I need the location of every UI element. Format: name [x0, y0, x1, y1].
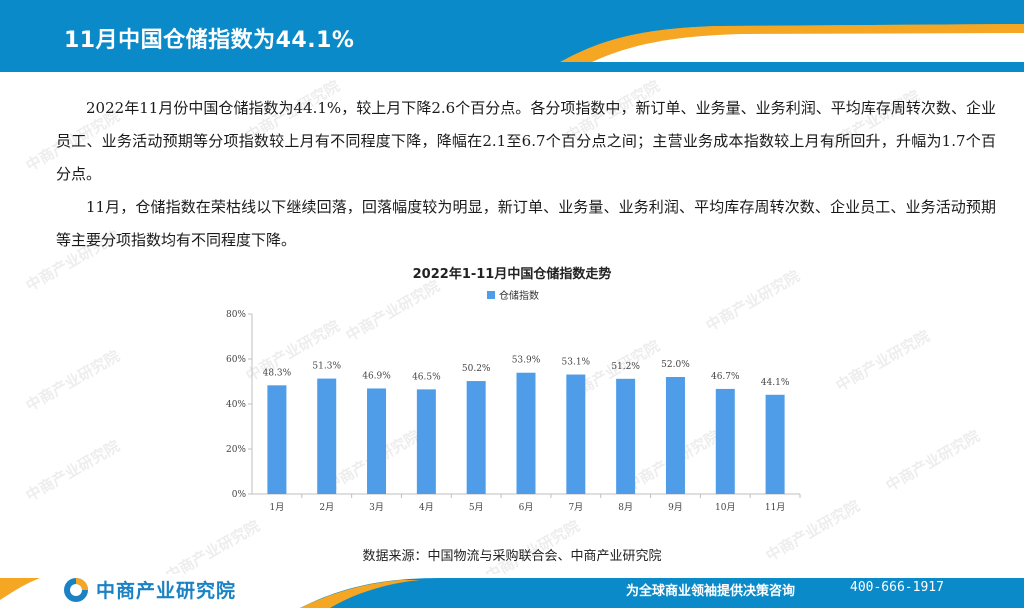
- bar-9: [665, 377, 685, 494]
- paragraph-1: 2022年11月份中国仓储指数为44.1%，较上月下降2.6个百分点。各分项指数…: [56, 99, 996, 183]
- x-tick-label: 11月: [765, 502, 785, 513]
- footer-phone: 400-666-1917: [850, 580, 944, 595]
- data-label: 52.0%: [661, 360, 690, 370]
- header-banner: 11月中国仓储指数为44.1%: [0, 0, 1024, 72]
- brand-name: 中商产业研究院: [96, 580, 237, 602]
- bar-1: [267, 385, 287, 494]
- body-text: 2022年11月份中国仓储指数为44.1%，较上月下降2.6个百分点。各分项指数…: [56, 92, 996, 257]
- x-tick-label: 10月: [715, 502, 735, 513]
- footer-background: [0, 574, 1024, 608]
- paragraph-2: 11月，仓储指数在荣枯线以下继续回落，回落幅度较为明显，新订单、业务量、业务利润…: [56, 198, 996, 249]
- data-label: 51.2%: [611, 362, 640, 372]
- data-source: 数据来源：中国物流与采购联合会、中商产业研究院: [362, 549, 662, 564]
- x-tick-label: 7月: [568, 502, 583, 513]
- bar-6: [516, 372, 536, 494]
- data-label: 44.1%: [761, 378, 790, 388]
- y-tick-label: 0%: [232, 490, 247, 500]
- x-tick-label: 6月: [519, 502, 534, 513]
- data-label: 53.1%: [562, 358, 591, 368]
- y-tick-label: 60%: [226, 355, 246, 365]
- y-tick-label: 80%: [226, 310, 246, 320]
- x-tick-label: 8月: [618, 502, 633, 513]
- bar-4: [416, 389, 436, 494]
- x-tick-label: 2月: [319, 502, 334, 513]
- legend-swatch: [487, 291, 495, 299]
- footer-bar: [0, 574, 1024, 608]
- data-label: 51.3%: [312, 362, 341, 372]
- chart-title: 2022年1-11月中国仓储指数走势: [412, 267, 612, 282]
- y-tick-label: 40%: [226, 400, 246, 410]
- bar-10: [715, 388, 735, 494]
- data-label: 46.5%: [412, 372, 441, 382]
- page-title: 11月中国仓储指数为44.1%: [64, 28, 355, 53]
- data-label: 53.9%: [512, 356, 541, 366]
- x-tick-label: 1月: [270, 502, 285, 513]
- header-background: [0, 0, 1024, 72]
- data-label: 48.3%: [263, 368, 292, 378]
- bar-7: [566, 374, 586, 494]
- bar-5: [466, 381, 486, 494]
- bar-3: [367, 388, 387, 494]
- legend-label: 仓储指数: [499, 289, 539, 302]
- bar-8: [616, 378, 636, 494]
- x-tick-label: 4月: [419, 502, 434, 513]
- bar-2: [317, 378, 337, 494]
- footer-slogan: 为全球商业领袖提供决策咨询: [626, 584, 796, 599]
- bar-11: [765, 394, 785, 494]
- data-label: 46.9%: [362, 371, 391, 381]
- data-label: 50.2%: [462, 364, 491, 374]
- brand-logo-icon: [64, 578, 88, 602]
- x-tick-label: 5月: [469, 502, 484, 513]
- data-label: 46.7%: [711, 372, 740, 382]
- bar-chart: 仓储指数 0% 20% 40% 60% 80% 48.3% 1月 51.3% 2月 46.9% 3月 4…: [226, 289, 801, 513]
- x-tick-label: 9月: [668, 502, 683, 513]
- x-tick-label: 3月: [369, 502, 384, 513]
- y-tick-label: 20%: [226, 445, 246, 455]
